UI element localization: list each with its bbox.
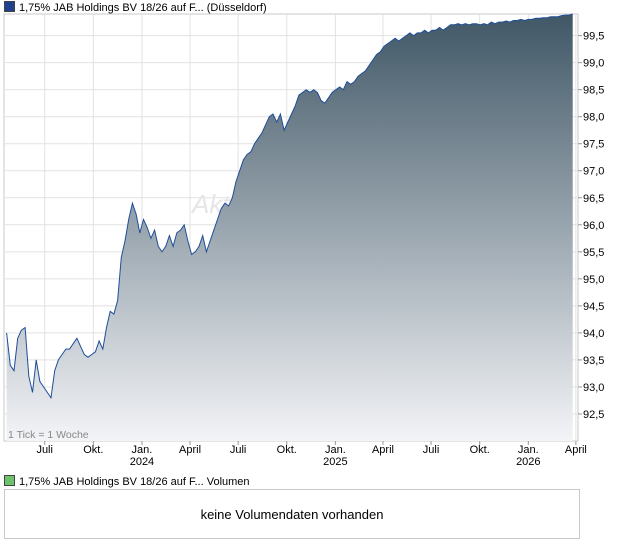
volume-message: keine Volumendaten vorhanden [200,507,384,522]
y-tick-label: 99,0 [583,58,604,70]
x-tick-label: April [565,444,587,456]
y-tick-label: 93,5 [583,355,604,367]
x-tick-label: Juli [423,444,440,456]
volume-legend: 1,75% JAB Holdings BV 18/26 auf F... Vol… [4,475,250,488]
price-line [6,13,573,400]
y-tick-label: 95,5 [583,247,604,259]
x-tick-year: 2026 [516,456,540,468]
y-tick-label: 97,5 [583,139,604,151]
y-tick-label: 92,5 [583,409,604,421]
y-tick-label: 94,0 [583,328,604,340]
y-tick-label: 98,5 [583,85,604,97]
price-legend-label: 1,75% JAB Holdings BV 18/26 auf F... (Dü… [19,2,267,14]
y-tick-label: 96,0 [583,220,604,232]
x-tick-year: 2024 [130,456,154,468]
x-tick-year: 2025 [323,456,347,468]
price-area [6,14,573,441]
x-tick-label: April [372,444,394,456]
x-tick-label: Jan. [132,444,153,456]
x-tick-label: Okt. [470,444,490,456]
x-tick-label: Juli [36,444,53,456]
y-tick-label: 94,5 [583,301,604,313]
x-tick-label: April [179,444,201,456]
y-tick-label: 98,0 [583,112,604,124]
x-tick-label: Jan. [325,444,346,456]
tick-note: 1 Tick = 1 Woche [8,429,89,441]
price-legend: 1,75% JAB Holdings BV 18/26 auf F... (Dü… [4,1,267,14]
volume-legend-label: 1,75% JAB Holdings BV 18/26 auf F... Vol… [19,476,250,488]
y-tick-label: 96,5 [583,193,604,205]
volume-legend-swatch [4,475,15,486]
y-tick-label: 95,0 [583,274,604,286]
x-tick-label: Jan. [518,444,539,456]
price-chart: Akt 1 Tick = 1 Woche 92,593,093,594,094,… [3,13,604,468]
y-tick-label: 99,5 [583,31,604,43]
x-tick-label: Okt. [83,444,103,456]
price-legend-swatch [4,1,15,12]
x-tick-label: Juli [230,444,247,456]
y-tick-label: 93,0 [583,382,604,394]
y-tick-label: 97,0 [583,166,604,178]
volume-panel: keine Volumendaten vorhanden [4,489,580,539]
x-tick-label: Okt. [277,444,297,456]
